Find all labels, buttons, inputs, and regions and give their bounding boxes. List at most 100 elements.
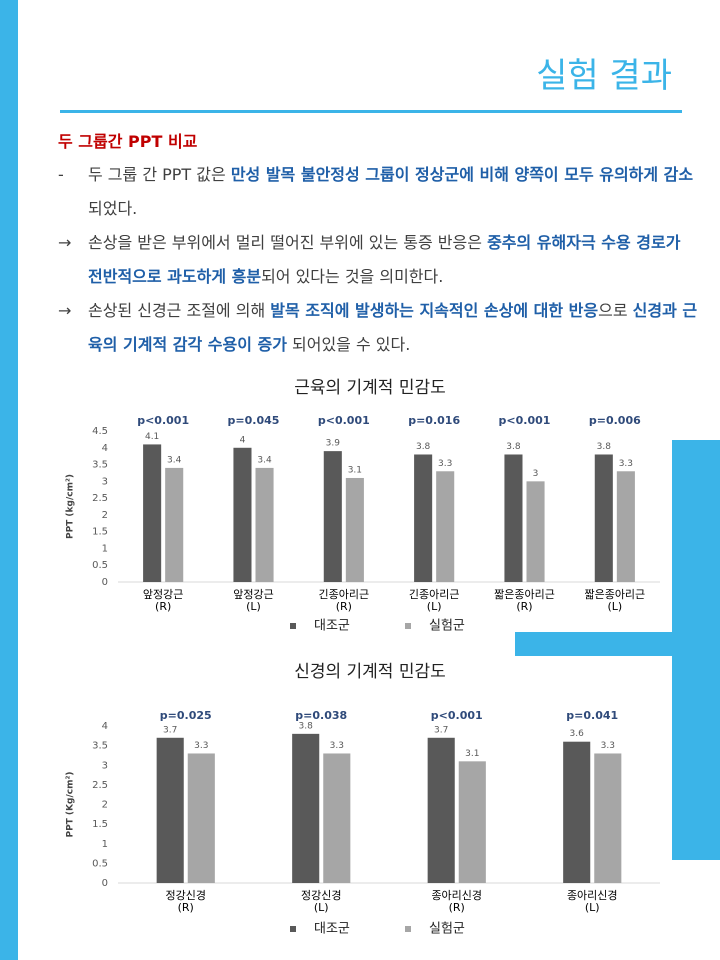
y-axis-label: PPT (kg/cm²) [66, 474, 76, 539]
value-label: 3.8 [597, 442, 612, 452]
left-band [0, 0, 18, 960]
emphasis: 신경과 근육의 기계적 감각 수용이 증가 [88, 301, 698, 354]
value-label: 3.8 [506, 442, 521, 452]
y-tick-label: 3 [102, 476, 108, 487]
bar [165, 467, 184, 582]
value-label: 3.9 [326, 439, 341, 449]
legend-label: 실험군 [429, 619, 465, 634]
bar [594, 454, 613, 582]
bar [563, 741, 591, 883]
bullet-text: 두 그룹 간 PPT 값은 만성 발목 불안정성 그룹이 정상군에 비해 양쪽이… [88, 158, 698, 226]
title-rule [60, 110, 682, 113]
bar [458, 761, 486, 883]
bar [255, 467, 274, 582]
y-tick-label: 1.5 [92, 819, 108, 830]
value-label: 3.1 [465, 749, 479, 759]
y-tick-label: 4.5 [92, 426, 108, 437]
x-tick-label: 종아리신경 (L) [566, 889, 618, 914]
bar [233, 447, 252, 582]
value-label: 3.3 [194, 741, 208, 751]
value-label: 3.4 [167, 455, 182, 465]
value-label: 3.3 [619, 459, 633, 469]
value-label: 3.3 [438, 459, 452, 469]
value-label: 3 [533, 469, 539, 479]
bar [594, 753, 622, 883]
x-tick-label: 긴종아리근 (R) [318, 588, 370, 613]
y-tick-label: 2 [102, 510, 108, 521]
bar [616, 471, 635, 582]
text: 손상을 받은 부위에서 멀리 떨어진 부위에 있는 통증 반응은 [88, 233, 488, 252]
bullet-marker: → [58, 233, 72, 252]
x-tick-label: 정강신경 (L) [301, 889, 342, 914]
value-label: 3.3 [601, 741, 615, 751]
y-tick-label: 4 [102, 721, 108, 732]
x-tick-label: 앞정강근 (L) [233, 588, 274, 613]
y-tick-label: 4 [102, 443, 108, 454]
section-heading: 두 그룹간 PPT 비교 [58, 132, 198, 151]
text: 두 그룹 간 PPT 값은 [88, 165, 231, 184]
bullet: → 손상을 받은 부위에서 멀리 떨어진 부위에 있는 통증 반응은 중추의 유해… [58, 226, 698, 294]
bullet-marker: → [58, 301, 72, 320]
bar [436, 471, 455, 582]
p-value: p=0.025 [160, 709, 212, 722]
p-value: p<0.001 [499, 414, 551, 427]
bar [323, 451, 342, 582]
y-tick-label: 2 [102, 800, 108, 811]
x-tick-label: 짧은종아리근 (L) [584, 588, 646, 613]
y-tick-label: 1.5 [92, 527, 108, 538]
p-value: p<0.001 [318, 414, 370, 427]
x-tick-label: 앞정강근 (R) [142, 588, 184, 613]
y-tick-label: 0.5 [92, 858, 108, 869]
bar [292, 733, 320, 883]
p-value: p=0.045 [228, 414, 280, 427]
bar [526, 481, 545, 582]
bullet: - 두 그룹 간 PPT 값은 만성 발목 불안정성 그룹이 정상군에 비해 양쪽… [58, 158, 698, 226]
p-value: p=0.016 [408, 414, 460, 427]
x-tick-label: 정강신경 (R) [165, 889, 206, 914]
value-label: 3.3 [330, 741, 344, 751]
value-label: 3.7 [163, 725, 177, 735]
legend-swatch [290, 926, 296, 932]
y-tick-label: 3 [102, 760, 108, 771]
y-tick-label: 0 [102, 577, 108, 588]
bar [414, 454, 433, 582]
legend-swatch [405, 926, 411, 932]
bar [345, 477, 364, 582]
legend-label: 대조군 [314, 619, 350, 634]
bar [323, 753, 351, 883]
legend-label: 실험군 [429, 922, 465, 937]
text: 으로 [598, 301, 633, 320]
bullet-text: 손상을 받은 부위에서 멀리 떨어진 부위에 있는 통증 반응은 중추의 유해자… [88, 226, 698, 294]
chart-title: 신경의 기계적 민감도 [294, 662, 446, 682]
x-tick-label: 종아리신경 (R) [431, 889, 483, 914]
bar [187, 753, 215, 883]
slide-title: 실험 결과 [536, 56, 672, 96]
bar [143, 444, 162, 582]
y-tick-label: 3.5 [92, 460, 108, 471]
bullet: → 손상된 신경근 조절에 의해 발목 조직에 발생하는 지속적인 손상에 대한 … [58, 294, 698, 362]
text: 손상된 신경근 조절에 의해 [88, 301, 271, 320]
value-label: 3.7 [434, 725, 448, 735]
right-stripe [515, 632, 720, 656]
bar [504, 454, 523, 582]
value-label: 3.8 [416, 442, 431, 452]
p-value: p<0.001 [137, 414, 189, 427]
p-value: p<0.001 [431, 709, 483, 722]
text: 되어있을 수 있다. [286, 335, 411, 354]
emphasis: 만성 발목 불안정성 그룹이 정상군에 비해 양쪽이 모두 유의하게 감소 [230, 165, 694, 184]
value-label: 3.4 [257, 455, 272, 465]
bar [156, 737, 184, 883]
value-label: 3.8 [299, 721, 314, 731]
y-tick-label: 3.5 [92, 741, 108, 752]
text: 되어 있다는 것을 의미한다. [261, 267, 444, 286]
p-value: p=0.041 [566, 709, 618, 722]
y-tick-label: 0.5 [92, 560, 108, 571]
legend-label: 대조군 [314, 922, 350, 937]
y-axis-label: PPT (Kg/cm²) [66, 771, 76, 837]
value-label: 4.1 [145, 432, 159, 442]
x-tick-label: 긴종아리근 (L) [408, 588, 460, 613]
emphasis: 중추의 유해자극 수용 경로가 전반적으로 과도하게 흥분 [88, 233, 681, 286]
value-label: 3.1 [348, 465, 362, 475]
